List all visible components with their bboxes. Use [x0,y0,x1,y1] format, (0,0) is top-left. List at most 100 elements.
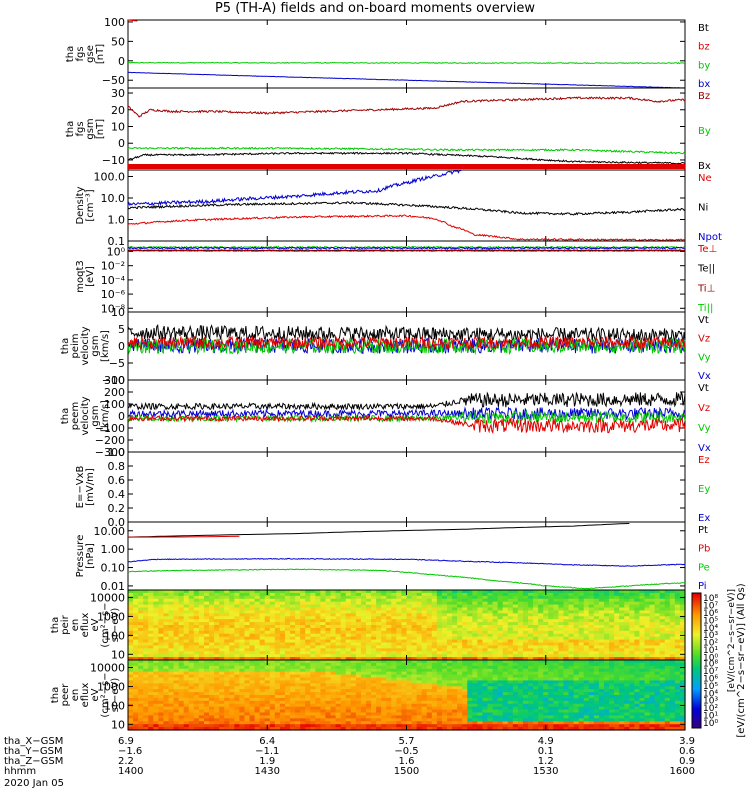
heat-cell [305,706,311,711]
heat-cell [239,619,246,623]
heat-cell [305,613,311,617]
y-tick-label: 0.2 [108,502,126,515]
heat-cell [679,592,686,597]
heat-cell [452,662,458,667]
heat-cell [406,592,413,597]
heat-cell [512,610,519,614]
heat-cell [659,633,666,638]
heat-cell [290,727,296,731]
heat-cell [188,613,195,617]
heat-cell [249,648,256,652]
heat-cell [244,718,251,722]
heat-cell [274,715,281,719]
heat-cell [234,718,240,722]
heat-cell [153,616,159,620]
heat-cell [178,622,185,626]
heat-cell [639,592,646,597]
heat-cell [507,627,514,632]
heat-cell [538,633,544,638]
heat-cell [396,671,403,676]
heat-cell [274,718,281,722]
heat-cell [421,695,428,699]
heat-cell [133,700,139,705]
heat-cell [664,610,671,614]
heat-cell [528,648,534,652]
heat-cell [295,712,301,717]
heat-cell [381,619,387,623]
heat-cell [133,697,139,702]
heat-cell [472,665,478,670]
heat-cell [553,622,560,626]
heat-cell [330,645,337,649]
heat-cell [335,683,342,687]
heat-cell [153,595,159,600]
heat-cell [168,703,175,708]
heat-cell [310,592,316,597]
heat-cell [457,651,463,655]
heat-cell [401,721,408,725]
heat-cell [274,721,281,725]
heat-cell [310,604,316,609]
heat-cell [593,590,600,594]
heat-cell [401,680,408,684]
heat-cell [497,712,504,717]
heat-cell [214,622,220,626]
heat-cell [487,700,494,705]
heat-cell [209,662,215,667]
heat-cell [457,636,463,641]
heat-cell [360,633,367,638]
heat-cell [573,601,580,606]
heat-cell [452,668,458,673]
heat-cell [193,657,200,661]
heat-cell [295,671,301,676]
heat-cell [447,721,453,725]
heat-cell [543,709,549,714]
heat-cell [209,700,215,705]
heat-cell [558,595,565,600]
heat-cell [528,598,534,603]
heat-cell [467,592,473,597]
heat-cell [381,727,387,731]
heat-cell [447,633,453,638]
heat-cell [406,715,413,719]
heat-cell [163,665,170,670]
heat-cell [219,590,225,594]
heat-cell [426,592,433,597]
heat-cell [679,613,686,617]
heat-cell [365,706,372,711]
heat-cell [376,683,382,687]
heat-cell [543,689,549,693]
heat-cell [290,697,296,702]
heat-cell [371,601,377,606]
heat-cell [173,665,180,670]
heat-cell [360,712,367,717]
heat-cell [158,662,165,667]
heat-cell [335,627,342,632]
heat-cell [416,627,423,632]
heat-cell [305,642,311,647]
heat-cell [644,607,651,612]
heat-cell [249,625,256,629]
panel-frame [127,87,686,171]
heat-cell [295,660,301,664]
heat-cell [472,674,478,679]
heat-cell [203,662,210,667]
heat-cell [254,636,261,641]
heat-cell [421,689,428,693]
heat-cell [188,692,195,696]
heat-cell [386,651,392,655]
heat-cell [168,721,175,725]
heat-cell [416,607,423,612]
heat-cell [674,590,681,594]
heat-cell [578,625,585,629]
heat-cell [229,607,235,612]
heat-cell [158,633,165,638]
heat-cell [178,607,185,612]
heat-cell [274,636,281,641]
heat-cell [244,595,251,600]
heat-cell [583,616,590,620]
heat-cell [401,630,408,635]
heat-cell [436,697,443,702]
heat-cell [477,677,484,682]
